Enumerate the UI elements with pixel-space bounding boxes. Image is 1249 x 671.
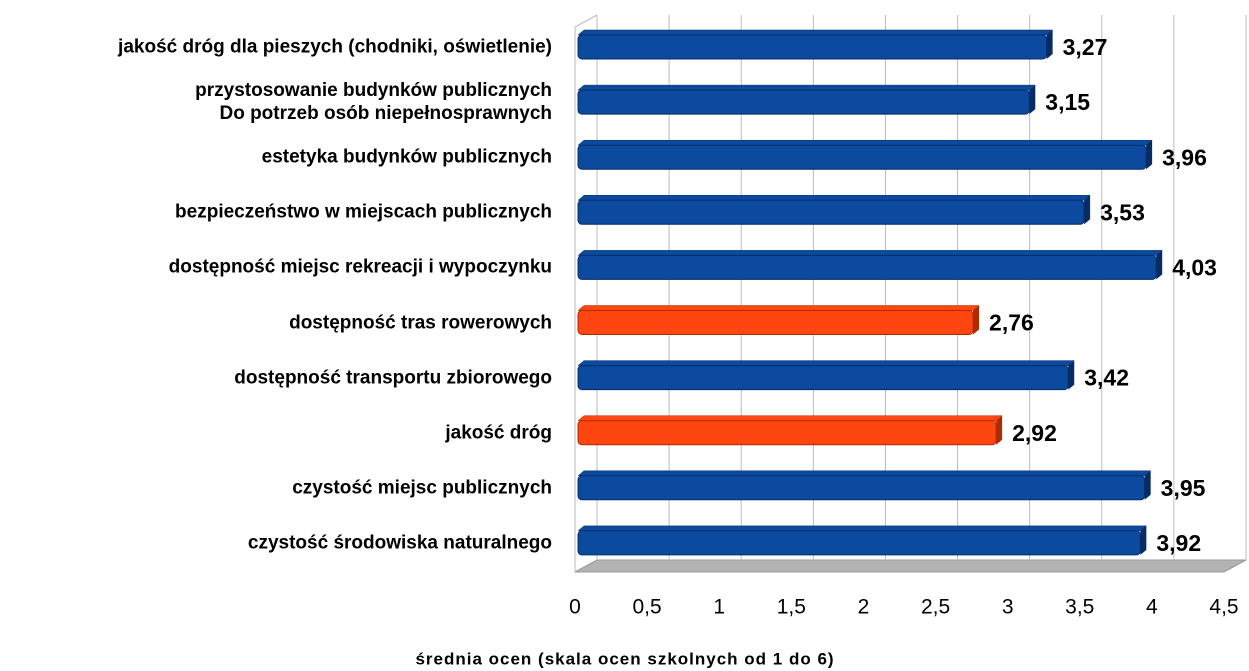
- bar: [577, 365, 1069, 391]
- x-tick-label: 2,5: [921, 596, 950, 619]
- category-label: czystość środowiska naturalnego: [247, 532, 552, 554]
- x-axis-title: średnia ocen (skala ocen szkolnych od 1 …: [415, 649, 834, 668]
- bar: [577, 144, 1147, 170]
- value-label: 3,42: [1084, 365, 1129, 391]
- bar-side: [1068, 360, 1075, 390]
- category-label: czystość miejsc publicznych: [292, 477, 552, 499]
- bar-top: [577, 360, 1075, 366]
- bar: [577, 530, 1141, 556]
- x-tick-label: 4,5: [1209, 596, 1238, 619]
- category-label: przystosowanie budynków publicznych Do p…: [195, 80, 552, 125]
- bar-side: [1140, 525, 1147, 555]
- bar-top: [577, 525, 1148, 532]
- x-tick-label: 2: [858, 596, 870, 619]
- bar-side: [1144, 470, 1151, 500]
- x-tick-label: 1: [713, 596, 725, 619]
- category-label: dostępność miejsc rekreacji i wypoczynku: [168, 256, 552, 278]
- bar-top: [577, 84, 1036, 91]
- bar-top: [577, 305, 980, 311]
- value-label: 2,92: [1012, 420, 1057, 446]
- value-label: 4,03: [1172, 254, 1217, 280]
- bar-side: [973, 305, 980, 335]
- x-tick-label: 4: [1146, 596, 1158, 619]
- category-label: jakość dróg: [445, 422, 552, 444]
- bar-top: [577, 29, 1054, 36]
- bar: [577, 34, 1048, 60]
- bar-side: [1084, 195, 1091, 225]
- category-label: dostępność tras rowerowych: [289, 312, 552, 333]
- bar: [577, 310, 974, 335]
- x-tick-label: 3,5: [1065, 596, 1094, 619]
- category-label: estetyka budynków publicznych: [261, 146, 552, 168]
- value-label: 2,76: [989, 310, 1034, 336]
- bar: [577, 199, 1085, 225]
- bar: [577, 254, 1157, 280]
- x-tick-label: 3: [1002, 596, 1014, 619]
- bar-side: [1156, 250, 1163, 280]
- bar-side: [996, 415, 1003, 445]
- value-label: 3,95: [1161, 475, 1206, 501]
- wall-edge: [574, 14, 598, 28]
- x-tick-label: 0: [569, 596, 581, 619]
- value-label: 3,92: [1156, 530, 1201, 556]
- bar: [577, 89, 1030, 115]
- bar: [577, 420, 997, 446]
- bar-top: [577, 250, 1163, 256]
- bar-side: [1146, 140, 1153, 170]
- x-tick-label: 0,5: [633, 596, 662, 619]
- bar-top: [577, 195, 1091, 201]
- value-label: 3,96: [1162, 144, 1207, 170]
- bar-top: [577, 139, 1153, 146]
- bar-side: [1046, 30, 1053, 59]
- bar-side: [1029, 85, 1036, 115]
- category-label: bezpieczeństwo w miejscach publicznych: [175, 201, 552, 223]
- bar-top: [577, 415, 1003, 421]
- category-label: jakość dróg dla pieszych (chodniki, oświ…: [118, 36, 552, 58]
- bar-top: [577, 470, 1152, 477]
- x-tick-label: 1,5: [777, 596, 806, 619]
- value-label: 3,15: [1045, 89, 1090, 115]
- floor: [574, 559, 1247, 573]
- category-label: dostępność transportu zbiorowego: [234, 367, 552, 389]
- value-label: 3,53: [1100, 199, 1145, 225]
- value-label: 3,27: [1063, 34, 1108, 60]
- bar: [577, 475, 1146, 501]
